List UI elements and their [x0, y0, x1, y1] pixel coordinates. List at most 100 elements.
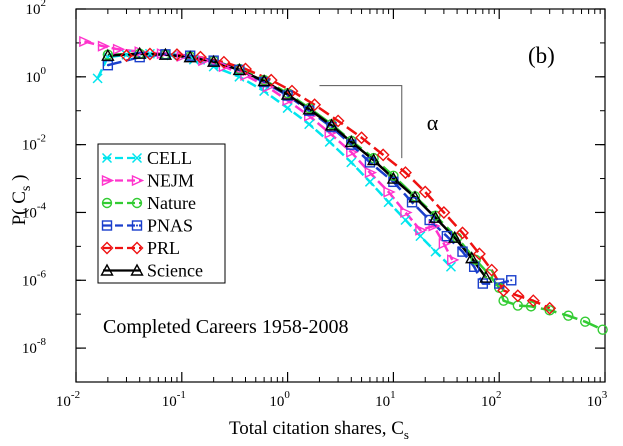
y-tick-label: 10-2 — [22, 133, 46, 154]
data-point-nejm — [324, 127, 337, 139]
legend-marker-pnas — [131, 220, 143, 231]
data-point-science — [280, 87, 295, 100]
data-point-prl — [355, 131, 369, 145]
legend-marker-nature — [131, 197, 143, 209]
legend-marker-cell — [101, 152, 113, 164]
data-point-prl — [511, 289, 525, 303]
data-point-prl — [437, 205, 451, 219]
data-point-nejm — [383, 186, 396, 198]
data-point-prl — [119, 49, 133, 63]
x-tick-label: 102 — [481, 389, 502, 410]
x-tick-label: 100 — [269, 389, 290, 410]
data-point-cell — [415, 231, 426, 242]
axis-ticks: 10-2 10-1 100 101 102 103 10-8 10-6 10-4 10-2 100 1… — [22, 0, 608, 410]
y-axis-title-sub: s — [19, 186, 34, 191]
x-tick-label: 101 — [375, 389, 396, 410]
y-axis-title-main: P( C — [9, 191, 30, 225]
legend-marker-cell — [131, 152, 143, 164]
data-point-cell — [324, 136, 335, 147]
data-point-science — [465, 251, 479, 264]
data-point-prl — [543, 301, 557, 315]
legend-box — [97, 143, 226, 284]
data-point-prl — [398, 166, 412, 180]
data-point-science — [448, 230, 462, 243]
chart-annotation: Completed Careers 1958-2008 — [103, 316, 349, 338]
data-point-cell — [430, 246, 441, 257]
legend-label-pnas: PNAS — [147, 216, 193, 236]
legend-marker-nature — [101, 197, 113, 209]
data-point-nejm — [364, 166, 378, 179]
data-point-nejm — [438, 238, 452, 250]
data-point-nejm — [79, 35, 92, 48]
y-axis-title-close: ) — [9, 175, 30, 186]
svg-text:P( Cs ): P( Cs ) — [9, 175, 34, 226]
legend-marker-nejm — [101, 174, 115, 187]
y-tick-label: 102 — [26, 0, 47, 18]
data-point-nejm — [346, 146, 359, 158]
data-point-science — [302, 102, 316, 115]
data-point-science — [324, 118, 339, 131]
legend-marker-science — [100, 263, 114, 276]
data-point-prl — [418, 185, 432, 199]
y-tick-label: 10-8 — [22, 336, 47, 357]
data-point-cell — [364, 176, 375, 187]
panel-label: (b) — [528, 43, 555, 68]
data-point-prl — [497, 283, 511, 297]
data-point-nejm — [400, 206, 413, 219]
data-point-cell — [92, 73, 103, 84]
legend-label-prl: PRL — [147, 238, 180, 258]
svg-text:Total citation shares, Cs: Total citation shares, Cs — [229, 418, 409, 442]
data-point-cell — [383, 197, 394, 208]
data-point-science — [133, 46, 147, 59]
data-point-prl — [376, 148, 390, 162]
series-markers — [79, 35, 608, 335]
data-point-prl — [193, 50, 207, 64]
data-point-prl — [526, 294, 540, 308]
data-point-nature — [544, 305, 555, 316]
data-point-nature — [563, 310, 574, 321]
data-point-science — [428, 210, 443, 223]
x-axis-title: Total citation shares, Cs — [229, 418, 409, 442]
x-tick-label: 10-1 — [162, 389, 186, 410]
data-point-nejm — [112, 43, 126, 55]
data-point-nejm — [415, 224, 428, 236]
data-point-prl — [456, 226, 469, 240]
x-tick-label: 10-2 — [56, 389, 80, 410]
data-point-pnas — [494, 278, 505, 289]
data-point-prl — [485, 263, 499, 277]
y-tick-label: 100 — [26, 65, 47, 86]
data-point-science — [257, 74, 271, 87]
legend-marker-science — [130, 263, 144, 276]
data-point-science — [206, 54, 221, 67]
data-point-prl — [143, 47, 157, 61]
y-tick-label: 10-4 — [22, 200, 47, 221]
legend-marker-prl — [130, 241, 144, 255]
x-axis-title-sub: s — [404, 427, 409, 442]
data-point-science — [366, 153, 381, 166]
data-point-nejm — [447, 254, 460, 266]
slope-label: α — [427, 110, 439, 135]
data-point-nejm — [97, 40, 111, 52]
legend-label-science: Science — [147, 261, 203, 281]
y-tick-label: 10-6 — [22, 268, 47, 289]
data-point-science — [183, 50, 197, 63]
data-point-prl — [264, 73, 278, 87]
legend-marker-pnas — [101, 220, 113, 231]
legend-label-nature: Nature — [147, 193, 196, 213]
data-point-science — [386, 171, 401, 184]
y-axis-title: P( Cs ) — [9, 175, 34, 226]
data-point-nature — [525, 301, 537, 312]
x-tick-label: 103 — [587, 389, 608, 410]
data-point-science — [101, 48, 115, 61]
data-point-cell — [346, 157, 357, 168]
legend-label-nejm: NEJM — [147, 171, 194, 191]
data-point-nature — [388, 170, 399, 182]
data-point-pnas — [424, 214, 435, 226]
x-axis-title-main: Total citation shares, C — [229, 418, 404, 439]
data-point-pnas — [441, 230, 453, 242]
data-point-nature — [597, 324, 608, 335]
data-point-science — [479, 270, 493, 283]
data-point-science — [344, 134, 358, 148]
